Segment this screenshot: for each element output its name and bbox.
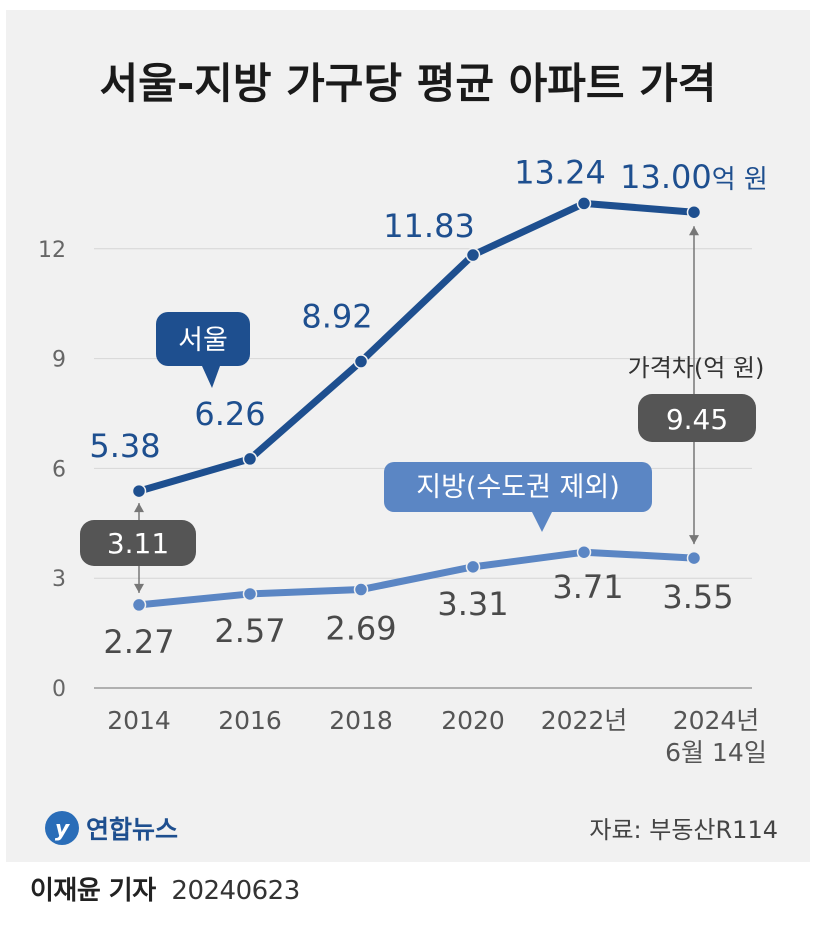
value-labels: 5.38 6.26 8.92 11.83 13.24 13.00억 원 2.27 2.57 2.… [89,153,767,661]
seoul-point [131,483,147,499]
x-tick-label: 2020 [441,706,505,735]
seoul-value-label: 13.00억 원 [620,158,768,196]
seoul-value-label: 6.26 [194,395,265,433]
y-tick-label: 0 [52,677,66,702]
yonhap-logo: y 연합뉴스 [45,811,178,845]
gap-arrow-head-down [689,535,699,545]
svg-text:y: y [55,817,71,842]
gap-badge-2014-value: 3.11 [107,527,169,560]
seoul-point [576,196,592,211]
seoul-value-label: 8.92 [301,298,372,336]
region-value-label: 3.55 [662,578,733,616]
chart-title: 서울-지방 가구당 평균 아파트 가격 [100,59,717,108]
gap-label: 가격차(억 원) [628,354,765,382]
gap-arrow-head-up [689,226,699,236]
gap-arrow-head-up [134,503,144,513]
y-tick-label: 6 [52,457,66,482]
yonhap-logo-icon [45,811,79,845]
y-tick-label: 12 [38,238,66,263]
gap-badge-2024-value: 9.45 [666,403,728,436]
byline-name: 이재윤 기자 [30,876,156,906]
series-lines [135,199,698,609]
region-point [353,582,369,597]
region-value-label: 2.69 [325,610,396,648]
y-tick-label: 9 [52,348,66,373]
logo-text: 연합뉴스 [86,815,178,844]
x-tick-label: 2022년 [541,706,628,735]
region-value-label: 2.27 [103,623,174,661]
x-tick-label: 2014 [107,706,171,735]
region-badge: 지방(수도권 제외) [384,462,652,532]
gap-badge-2024: 9.45 [638,394,756,442]
region-value-label: 3.71 [552,568,623,606]
y-tick-label: 3 [52,567,66,592]
seoul-point [465,247,481,263]
region-point [131,597,147,613]
region-value-label: 3.31 [437,585,508,623]
seoul-value-label: 13.24 [514,153,606,191]
byline: 이재윤 기자 20240623 [30,870,300,907]
region-point [465,559,481,575]
seoul-value-label: 5.38 [89,427,160,465]
region-point [686,550,702,566]
chart-card: 서울-지방 가구당 평균 아파트 가격 0 3 6 9 12 2014 2016 2018 2… [6,10,810,862]
gap-badge-2014: 3.11 [80,520,196,566]
byline-date: 20240623 [171,876,300,906]
seoul-point [242,451,258,467]
seoul-value-label: 11.83 [383,207,475,245]
gap-arrow-head-down [134,583,144,593]
seoul-point [353,354,369,369]
region-line [135,548,698,609]
region-point [576,544,592,560]
series-points [131,196,702,613]
region-badge-label: 지방(수도권 제외) [416,472,620,503]
x-tick-label: 2024년 6월 14일 [665,706,767,767]
seoul-badge-label: 서울 [178,325,228,356]
seoul-line [135,199,698,495]
x-tick-label: 2016 [218,706,282,735]
gap-arrow-2024 [689,226,699,545]
x-axis-ticks: 2014 2016 2018 2020 2022년 2024년 6월 14일 [107,706,767,767]
seoul-badge: 서울 [156,312,250,388]
region-point [242,586,258,602]
x-tick-label: 2018 [329,706,393,735]
y-axis-ticks: 0 3 6 9 12 [38,238,66,702]
region-value-label: 2.57 [214,612,285,650]
seoul-point [686,204,702,220]
source-text: 자료: 부동산R114 [589,816,778,844]
